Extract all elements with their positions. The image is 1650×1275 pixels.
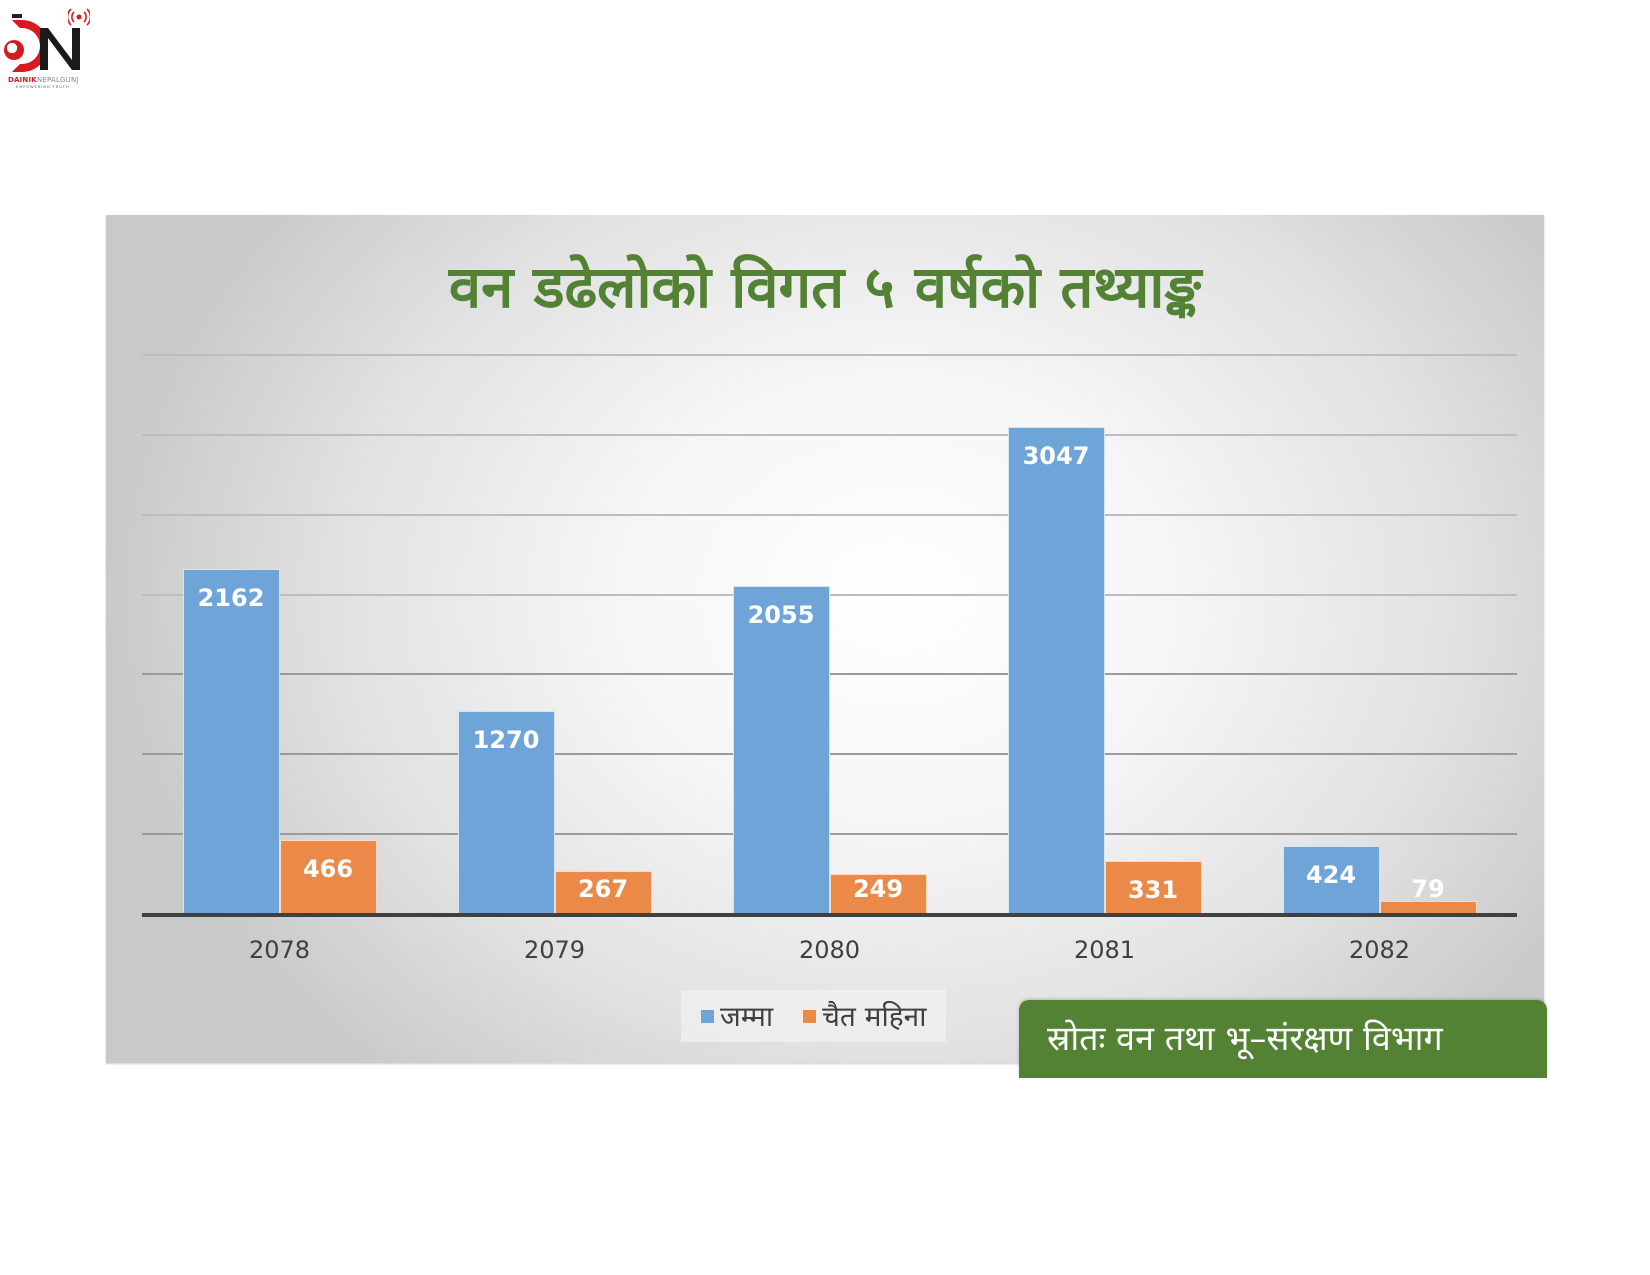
bar-total: 3047 — [1007, 427, 1105, 914]
bar-chaitra: 79 — [1379, 875, 1477, 914]
site-logo: DAINIKNEPALGUNJ EMPOWERING TRUTH — [2, 6, 94, 89]
bar-value-label: 79 — [1411, 875, 1445, 903]
legend-item-total: जम्मा — [701, 997, 773, 1035]
x-axis-label: 2080 — [798, 936, 861, 964]
gridline — [142, 833, 1517, 836]
bar-value-label: 3047 — [1022, 442, 1090, 471]
x-axis-label: 2079 — [523, 936, 586, 964]
gridline — [142, 433, 1517, 436]
legend-swatch-orange-icon — [803, 1009, 817, 1023]
source-banner: स्रोतः वन तथा भू–संरक्षण विभाग — [1019, 1000, 1547, 1078]
globe-icon — [4, 40, 24, 60]
legend-label-total: जम्मा — [720, 1000, 774, 1033]
bar-total: 2162 — [182, 568, 280, 914]
bar-chaitra: 466 — [279, 839, 377, 914]
gridline — [142, 673, 1517, 676]
broadcast-signal-icon — [68, 8, 90, 26]
logo-n-icon — [40, 28, 80, 70]
bar-value-label: 2055 — [747, 600, 815, 629]
legend-item-chaitra: चैत महिना — [803, 997, 926, 1035]
bar-total: 424 — [1282, 846, 1380, 914]
bar-value-label: 2162 — [197, 583, 265, 612]
bar-chaitra: 267 — [554, 871, 652, 914]
bar-value-label: 249 — [852, 875, 904, 903]
bar-value-label: 267 — [577, 874, 629, 903]
chart-title: वन डढेलोको विगत ५ वर्षको तथ्याङ्क — [448, 253, 1202, 321]
legend-label-chaitra: चैत महिना — [822, 1000, 927, 1033]
chart-panel: वन डढेलोको विगत ५ वर्षको तथ्याङ्क 2162 46… — [106, 215, 1547, 1078]
bar-value-label: 466 — [302, 854, 354, 883]
bar-total: 1270 — [457, 711, 555, 914]
x-axis-label: 2081 — [1073, 936, 1136, 964]
logo-brand-text: DAINIKNEPALGUNJ — [8, 76, 79, 84]
gridline — [142, 354, 1517, 356]
bar-total: 2055 — [732, 585, 830, 914]
gridline — [142, 593, 1517, 596]
legend-swatch-blue-icon — [701, 1009, 714, 1023]
bar-value-label: 331 — [1127, 876, 1179, 905]
chart-legend: जम्मा चैत महिना — [681, 990, 947, 1042]
logo-accent-icon — [12, 14, 22, 18]
bar-value-label: 1270 — [472, 726, 540, 755]
plot-area: 2162 466 2078 1270 267 2079 2055 249 2080 3047 331… — [142, 354, 1517, 964]
logo-tagline: EMPOWERING TRUTH — [16, 85, 70, 89]
bar-chaitra: 249 — [829, 874, 927, 914]
bar-value-label: 424 — [1305, 861, 1357, 890]
gridline — [142, 753, 1517, 756]
x-axis-label: 2078 — [248, 936, 311, 964]
gridline — [142, 513, 1517, 516]
x-axis-label: 2082 — [1348, 936, 1411, 964]
bar-chaitra: 331 — [1104, 861, 1202, 914]
x-axis-line — [142, 913, 1517, 917]
